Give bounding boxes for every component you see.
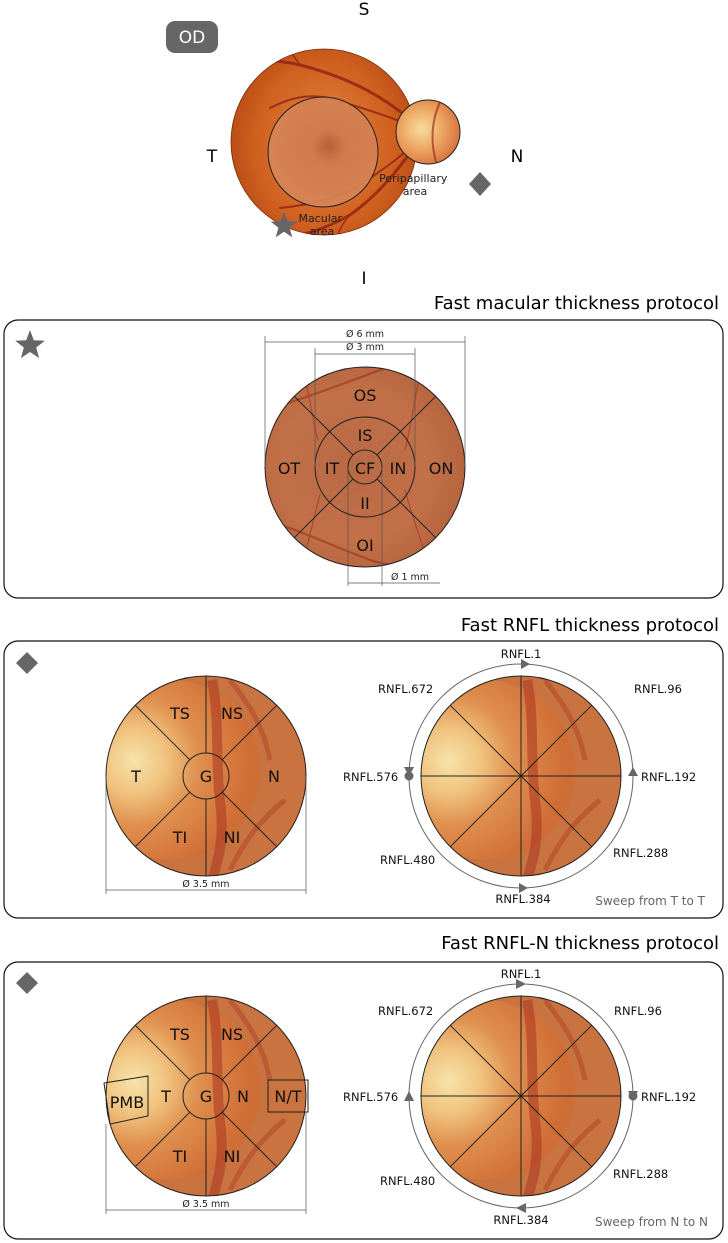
sector-n: N: [268, 767, 280, 786]
orientation-inferior: I: [361, 269, 366, 289]
rnfl-point-576: RNFL.576: [343, 770, 398, 784]
eye-label: OD: [179, 28, 205, 48]
nt-region: [267, 1079, 309, 1113]
peripapillary-label: Peripapillary area: [379, 172, 451, 198]
rnfln-point-480: RNFL.480: [380, 1174, 435, 1188]
rnfln-point-labels: RNFL.1 RNFL.96 RNFL.192 RNFL.288 RNFL.38…: [343, 967, 696, 1227]
star-icon: [15, 330, 45, 359]
dim-1mm: Ø 1 mm: [391, 572, 429, 583]
sector-n: N: [237, 1087, 249, 1106]
macular-label: Macular area: [298, 212, 345, 238]
rnfl-sweep-label: Sweep from T to T: [595, 894, 705, 908]
sector-ni: NI: [224, 828, 241, 847]
sector-os: OS: [354, 386, 377, 405]
rnfl-point-192: RNFL.192: [641, 770, 696, 784]
rnfln-point-672: RNFL.672: [378, 1004, 433, 1018]
rnfl-point-96: RNFL.96: [634, 682, 682, 696]
rnfln-sweep-disc: [404, 979, 638, 1213]
rnfln-point-96: RNFL.96: [614, 1004, 662, 1018]
rnfln-point-576: RNFL.576: [343, 1090, 398, 1104]
sector-pmb: PMB: [110, 1093, 144, 1112]
sector-cf: CF: [355, 459, 375, 478]
sector-on: ON: [429, 459, 454, 478]
rnfl-sweep-disc: [404, 659, 638, 893]
sector-oi: OI: [356, 536, 373, 555]
star-icon: [270, 212, 298, 238]
diamond-icon: [16, 972, 38, 994]
rnfl-point-384: RNFL.384: [495, 892, 550, 906]
rnfl-point-672: RNFL.672: [378, 682, 433, 696]
sector-ns: NS: [221, 1025, 243, 1044]
rnfln-point-192: RNFL.192: [641, 1090, 696, 1104]
rnfln-point-384: RNFL.384: [493, 1213, 548, 1227]
sector-ts: TS: [169, 704, 190, 723]
diamond-icon: [469, 172, 491, 196]
diamond-icon: [16, 652, 38, 674]
sector-it: IT: [325, 459, 340, 478]
rnfln-protocol-panel: [3, 961, 724, 1240]
sector-ns: NS: [221, 704, 243, 723]
pmb-region: [103, 1075, 149, 1125]
rnfl-point-480: RNFL.480: [380, 853, 435, 867]
rnfln-protocol-title: Fast RNFL-N thickness protocol: [441, 933, 719, 954]
rnfl-sector-disc: [105, 675, 307, 877]
macular-grid: [264, 366, 466, 568]
rnfl-protocol-panel: [3, 640, 724, 919]
orientation-superior: S: [359, 0, 370, 20]
sector-ni: NI: [224, 1147, 241, 1166]
rnfl-point-labels: RNFL.1 RNFL.96 RNFL.192 RNFL.288 RNFL.38…: [343, 647, 696, 906]
sector-ot: OT: [278, 459, 301, 478]
macular-protocol-title: Fast macular thickness protocol: [434, 293, 719, 314]
sector-ii: II: [360, 494, 369, 513]
macular-dimensions: [264, 336, 466, 586]
sector-is: IS: [358, 426, 373, 445]
sector-t: T: [130, 767, 141, 786]
rnfln-sector-disc: [103, 995, 309, 1197]
rnfl-dim-label: Ø 3.5 mm: [182, 879, 229, 890]
sector-in: IN: [390, 459, 407, 478]
rnfln-dim-label: Ø 3.5 mm: [182, 1199, 229, 1210]
rnfln-sweep-label: Sweep from N to N: [595, 1215, 708, 1229]
sector-g: G: [200, 1087, 212, 1106]
orientation-nasal: N: [511, 147, 524, 167]
sector-ts: TS: [169, 1025, 190, 1044]
dim-3mm: Ø 3 mm: [346, 342, 384, 353]
rnfl-dimension: [105, 776, 307, 894]
rnfl-sector-labels: TS NS T G N TI NI: [130, 704, 280, 847]
rnfln-sector-labels: TS NS PMB T G N N/T TI NI: [110, 1025, 302, 1166]
sector-ti: TI: [172, 1147, 188, 1166]
sector-g: G: [200, 767, 212, 786]
orientation-temporal: T: [206, 147, 218, 167]
rnfl-point-1: RNFL.1: [501, 647, 542, 661]
sector-nt: N/T: [274, 1087, 301, 1106]
macular-sector-labels: OS IS OT IT CF IN ON II OI: [278, 386, 453, 555]
rnfln-point-1: RNFL.1: [501, 967, 542, 981]
peripapillary-area-circle: [395, 99, 461, 165]
sector-t: T: [160, 1087, 171, 1106]
macular-protocol-panel: [3, 319, 724, 599]
macular-area-circle: [267, 96, 379, 208]
rnfl-point-288: RNFL.288: [613, 846, 668, 860]
rnfln-dimension: [105, 1112, 307, 1214]
rnfl-protocol-title: Fast RNFL thickness protocol: [461, 615, 719, 636]
eye-badge: [166, 21, 218, 53]
dim-6mm: Ø 6 mm: [346, 329, 384, 340]
rnfln-point-288: RNFL.288: [613, 1167, 668, 1181]
sector-ti: TI: [172, 828, 188, 847]
